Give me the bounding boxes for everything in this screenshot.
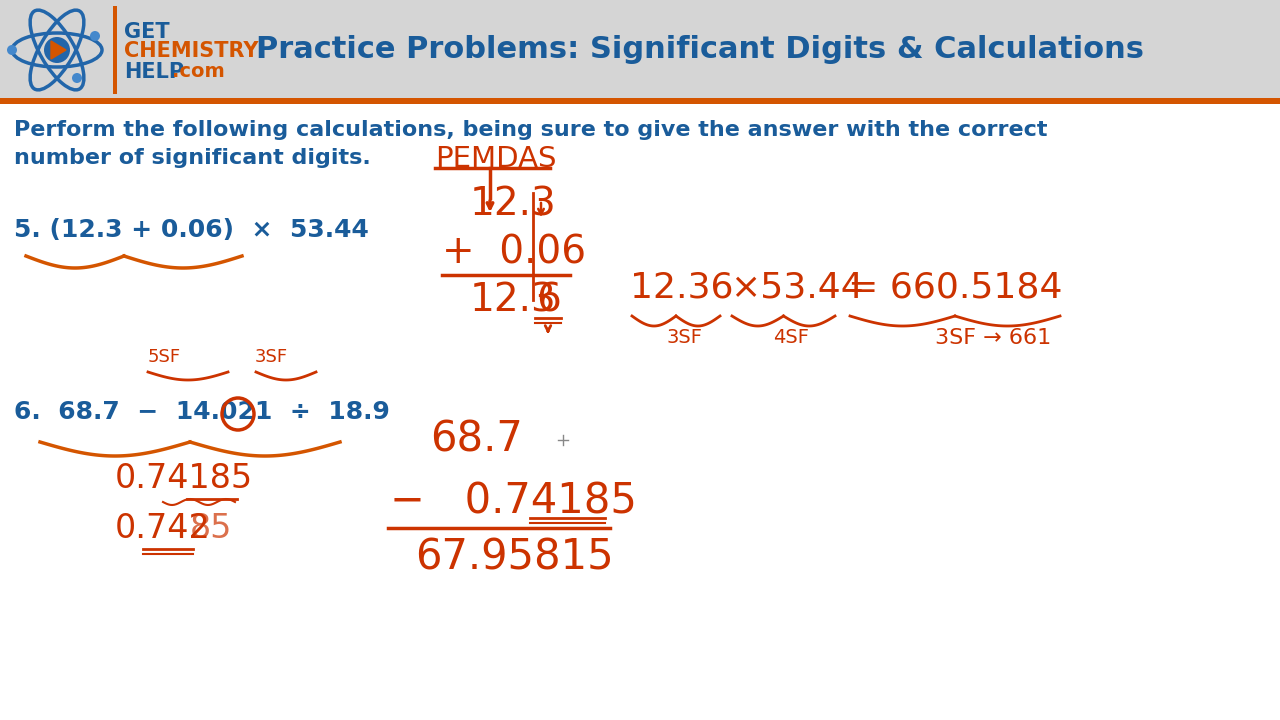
Text: 12.3: 12.3 (470, 281, 557, 319)
Text: −   0.74185: − 0.74185 (390, 480, 637, 522)
Circle shape (72, 73, 82, 83)
Text: 5SF: 5SF (148, 348, 182, 366)
Polygon shape (51, 41, 67, 59)
Text: HELP: HELP (124, 62, 184, 82)
Text: 3SF → 661: 3SF → 661 (934, 328, 1051, 348)
Text: 68.7: 68.7 (430, 418, 522, 460)
Circle shape (90, 31, 100, 41)
Text: 3SF: 3SF (666, 328, 701, 347)
Text: 0.74185: 0.74185 (115, 462, 253, 495)
Text: GET: GET (124, 22, 170, 42)
Text: Practice Problems: Significant Digits & Calculations: Practice Problems: Significant Digits & … (256, 35, 1144, 65)
Text: .com: .com (172, 62, 225, 81)
Text: 0.742: 0.742 (115, 512, 211, 545)
Circle shape (6, 45, 17, 55)
Text: PEMDAS: PEMDAS (435, 145, 557, 173)
Text: 3SF: 3SF (255, 348, 288, 366)
Text: 5. (12.3 + 0.06)  ×  53.44: 5. (12.3 + 0.06) × 53.44 (14, 218, 369, 242)
Text: = 660.5184: = 660.5184 (849, 270, 1062, 304)
Text: 6.  68.7  −  14.021  ÷  18.9: 6. 68.7 − 14.021 ÷ 18.9 (14, 400, 390, 424)
Bar (0, 0, 1280, 100)
Text: Perform the following calculations, being sure to give the answer with the corre: Perform the following calculations, bein… (14, 120, 1047, 140)
Text: +  0.06: + 0.06 (442, 233, 586, 271)
Text: 12.36: 12.36 (630, 270, 733, 304)
Text: 6: 6 (536, 281, 561, 319)
Bar (113, 6, 116, 94)
Text: CHEMISTRY: CHEMISTRY (124, 41, 259, 61)
Bar (0, 104, 1280, 720)
Text: 67.95815: 67.95815 (415, 536, 613, 578)
Text: number of significant digits.: number of significant digits. (14, 148, 371, 168)
Text: 85: 85 (189, 512, 233, 545)
Text: ×53.44: ×53.44 (730, 270, 864, 304)
Text: 4SF: 4SF (773, 328, 809, 347)
Circle shape (44, 37, 70, 63)
Bar (0, 98, 1280, 104)
Text: 12.3: 12.3 (470, 185, 557, 223)
